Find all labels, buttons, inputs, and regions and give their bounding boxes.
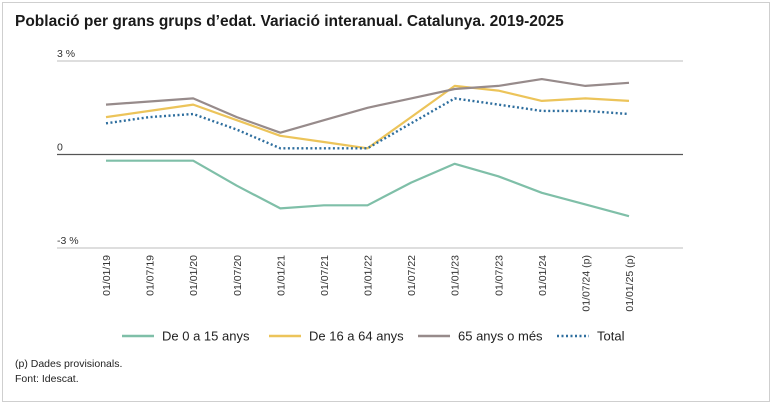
legend: De 0 a 15 anys De 16 a 64 anys 65 anys o m…	[122, 329, 625, 344]
y-axis-ticks: 3 % 0 -3 %	[57, 48, 79, 247]
x-tick-label: 01/01/22	[363, 255, 375, 296]
provisional-note: (p) Dades provisionals.	[15, 358, 123, 370]
chart-frame: Població per grans grups d’edat. Variaci…	[2, 2, 770, 402]
x-tick-label: 01/07/23	[493, 255, 505, 296]
legend-label-3: 65 anys o més	[458, 329, 543, 344]
legend-label-1: De 0 a 15 anys	[162, 329, 250, 344]
x-tick-label: 01/01/20	[188, 255, 200, 296]
series-line-3	[105, 77, 630, 134]
line-chart: 3 % 0 -3 % 01/01/19 01/07/19 01/01/20 01/07/2…	[57, 48, 683, 344]
footnotes: (p) Dades provisionals. Font: Idescat.	[15, 357, 122, 387]
x-tick-label: 01/07/20	[232, 255, 244, 296]
legend-label-2: De 16 a 64 anys	[309, 329, 404, 344]
x-tick-label: 01/01/19	[101, 255, 113, 296]
series-line-1	[106, 159, 630, 218]
y-tick-label: 0	[57, 142, 63, 154]
chart-title: Població per grans grups d’edat. Variaci…	[15, 13, 564, 30]
y-tick-label: -3 %	[57, 235, 79, 247]
x-axis-ticks: 01/01/19 01/07/19 01/01/20 01/07/20 01/01/21…	[101, 255, 636, 312]
x-tick-label: 01/07/21	[319, 255, 331, 296]
x-tick-label: 01/07/22	[406, 255, 418, 296]
x-tick-label: 01/01/23	[450, 255, 462, 296]
x-tick-label: 01/07/19	[145, 255, 157, 296]
legend-label-4: Total	[597, 329, 625, 344]
source-note: Font: Idescat.	[15, 373, 79, 385]
x-tick-label: 01/01/25 (p)	[624, 255, 636, 312]
series-line-2	[105, 84, 630, 150]
y-tick-label: 3 %	[57, 48, 75, 60]
gridlines	[57, 60, 683, 249]
series-lines	[105, 77, 630, 218]
x-tick-label: 01/07/24 (p)	[580, 255, 592, 312]
x-tick-label: 01/01/24	[537, 255, 549, 296]
x-tick-label: 01/01/21	[275, 255, 287, 296]
